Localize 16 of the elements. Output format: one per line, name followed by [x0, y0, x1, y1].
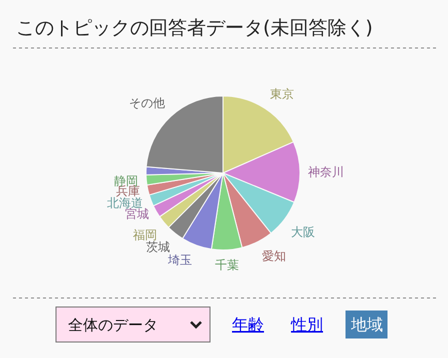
slice-label: 茨城 [146, 240, 170, 254]
chart-title: このトピックの回答者データ(未回答除く) [16, 17, 373, 39]
slice-label: その他 [129, 96, 165, 110]
slice-label: 千葉 [215, 258, 239, 272]
slice-label: 福岡 [133, 228, 157, 242]
text: 性別 [290, 315, 323, 334]
text: 年齢 [232, 315, 264, 334]
slice-label: 愛知 [262, 249, 286, 263]
text: 地域 [350, 315, 383, 334]
text: 全体のデータ [68, 316, 158, 334]
slice-label: 神奈川 [308, 165, 344, 179]
slice-label: 東京 [270, 87, 294, 101]
slice-label: 宮城 [125, 207, 149, 221]
slice-label: 兵庫 [116, 184, 140, 198]
slice-label: 大阪 [291, 225, 315, 239]
slice-label: 埼玉 [167, 253, 192, 267]
